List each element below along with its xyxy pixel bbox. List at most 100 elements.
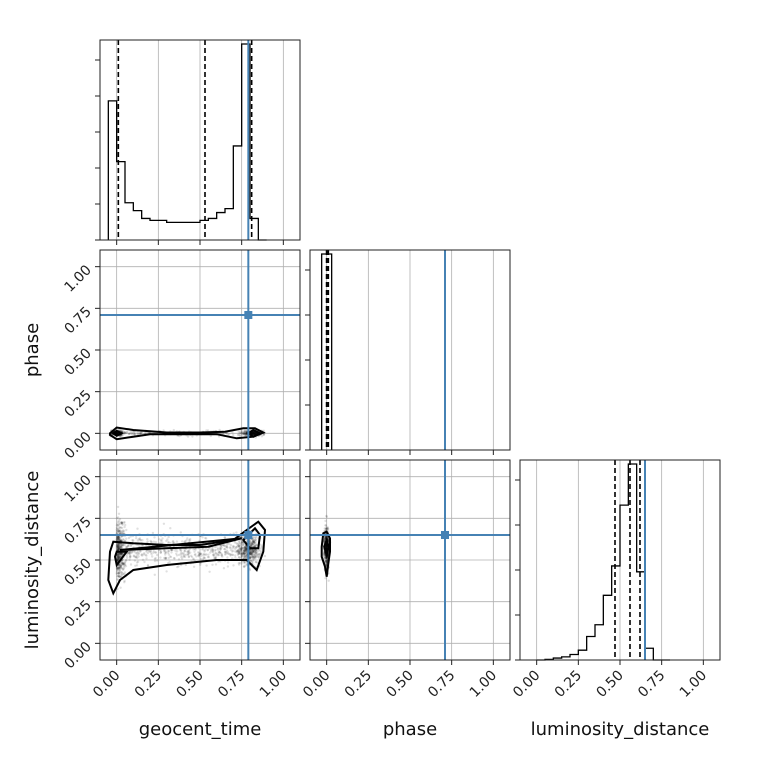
sample-point bbox=[222, 567, 226, 570]
sample-point bbox=[134, 555, 137, 558]
sample-point bbox=[216, 547, 220, 550]
sample-point bbox=[324, 524, 328, 527]
sample-point bbox=[120, 521, 123, 524]
sample-point bbox=[238, 539, 241, 543]
sample-point bbox=[160, 539, 163, 543]
sample-point bbox=[115, 571, 119, 574]
sample-point bbox=[116, 556, 120, 559]
sample-point bbox=[146, 551, 149, 555]
sample-point bbox=[115, 544, 119, 548]
sample-point bbox=[197, 553, 201, 557]
sample-point bbox=[116, 535, 119, 538]
sample-point bbox=[117, 572, 121, 575]
sample-point bbox=[325, 527, 328, 531]
sample-point bbox=[325, 558, 328, 561]
x-tick-label: 0.50 bbox=[593, 668, 626, 701]
sample-point bbox=[175, 554, 179, 557]
sample-point bbox=[250, 542, 253, 545]
sample-point bbox=[243, 555, 246, 558]
sample-point bbox=[120, 571, 123, 574]
sample-point bbox=[251, 432, 255, 435]
sample-point bbox=[141, 554, 144, 557]
sample-point bbox=[253, 545, 256, 548]
sample-point bbox=[231, 547, 234, 550]
sample-point bbox=[187, 549, 190, 553]
sample-point bbox=[118, 571, 121, 574]
sample-point bbox=[188, 539, 192, 542]
sample-point bbox=[164, 550, 168, 553]
sample-point bbox=[234, 546, 238, 549]
sample-point bbox=[252, 432, 256, 436]
sample-point bbox=[122, 562, 125, 566]
sample-point bbox=[238, 550, 241, 553]
sample-point bbox=[251, 432, 254, 435]
sample-point bbox=[240, 430, 244, 433]
sample-point bbox=[253, 536, 256, 540]
sample-point bbox=[218, 551, 221, 554]
panel-phase-histogram bbox=[305, 249, 511, 455]
sample-point bbox=[254, 432, 257, 435]
sample-point bbox=[182, 553, 185, 556]
sample-point bbox=[245, 554, 248, 557]
sample-point bbox=[115, 517, 119, 520]
sample-point bbox=[209, 548, 213, 551]
sample-point bbox=[240, 555, 243, 558]
sample-point bbox=[120, 429, 123, 433]
sample-point bbox=[124, 432, 127, 435]
sample-point bbox=[252, 535, 255, 538]
sample-point bbox=[222, 543, 225, 547]
sample-point bbox=[203, 550, 206, 553]
sample-point bbox=[116, 522, 119, 525]
sample-point bbox=[166, 538, 169, 541]
sample-point bbox=[116, 555, 120, 558]
sample-point bbox=[118, 531, 121, 534]
sample-point bbox=[121, 562, 124, 565]
sample-point bbox=[205, 429, 208, 432]
sample-point bbox=[233, 541, 237, 544]
sample-point bbox=[123, 431, 126, 435]
sample-point bbox=[228, 546, 232, 549]
contour-inner bbox=[111, 429, 124, 437]
sample-point bbox=[237, 542, 241, 545]
y-tick-label: 1.00 bbox=[61, 472, 94, 505]
sample-point bbox=[236, 549, 240, 552]
sample-point bbox=[240, 432, 244, 435]
sample-point bbox=[242, 432, 246, 435]
sample-point bbox=[244, 556, 248, 559]
sample-point bbox=[241, 541, 244, 544]
sample-point bbox=[123, 430, 126, 434]
sample-point bbox=[179, 531, 182, 534]
sample-point bbox=[218, 551, 221, 554]
sample-point bbox=[187, 551, 191, 554]
sample-point bbox=[254, 549, 257, 552]
sample-point bbox=[117, 546, 120, 550]
sample-point bbox=[194, 548, 197, 551]
sample-point bbox=[184, 540, 187, 543]
sample-point bbox=[236, 550, 239, 553]
sample-point bbox=[323, 535, 326, 538]
sample-point bbox=[187, 553, 190, 556]
sample-point bbox=[214, 555, 218, 558]
sample-point bbox=[217, 550, 220, 553]
sample-point bbox=[186, 550, 190, 554]
sample-point bbox=[254, 557, 257, 560]
sample-point bbox=[244, 547, 248, 550]
sample-point bbox=[172, 428, 175, 432]
sample-point bbox=[242, 551, 245, 555]
sample-point bbox=[115, 432, 118, 435]
sample-point bbox=[250, 553, 253, 556]
sample-point bbox=[191, 435, 194, 438]
sample-point bbox=[116, 544, 120, 547]
sample-point bbox=[139, 538, 142, 541]
sample-point bbox=[262, 429, 265, 432]
sample-point bbox=[119, 566, 122, 569]
sample-point bbox=[167, 549, 171, 553]
sample-point bbox=[207, 555, 210, 559]
sample-point bbox=[326, 526, 329, 529]
sample-point bbox=[128, 554, 132, 557]
sample-point bbox=[245, 433, 248, 437]
sample-point bbox=[250, 543, 254, 546]
sample-point bbox=[240, 554, 243, 557]
sample-point bbox=[117, 556, 120, 559]
sample-point bbox=[118, 537, 121, 540]
